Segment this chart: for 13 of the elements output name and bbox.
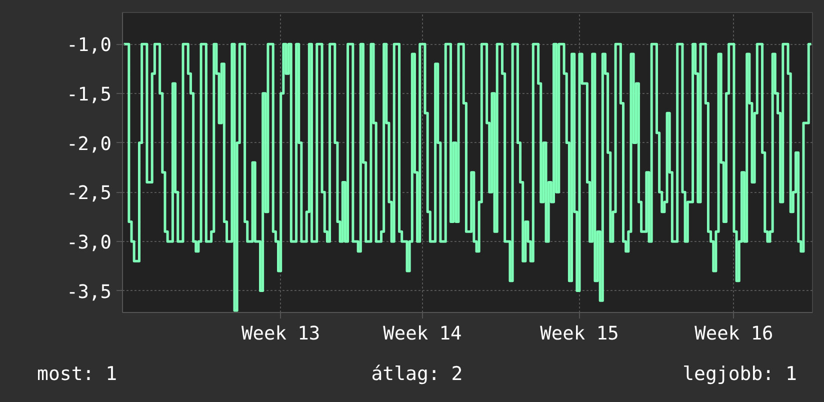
x-tick-label: Week 14 (383, 324, 462, 344)
y-tick-label: -3,5 (66, 282, 112, 303)
x-tick-label: Week 16 (694, 324, 774, 344)
x-tick-label: Week 13 (242, 324, 320, 344)
y-tick-label: -1,0 (66, 35, 112, 56)
text: átlag: 2 (370, 362, 464, 387)
y-tick-label: -3,0 (66, 232, 112, 254)
y-tick-label: -2,0 (66, 134, 112, 155)
text: legjobb: 1 (682, 362, 797, 387)
x-tick-label: Week 15 (540, 324, 619, 344)
y-tick-label: -1,5 (66, 84, 112, 106)
text: most: 1 (37, 362, 118, 387)
y-tick-label: -2,5 (66, 183, 112, 204)
